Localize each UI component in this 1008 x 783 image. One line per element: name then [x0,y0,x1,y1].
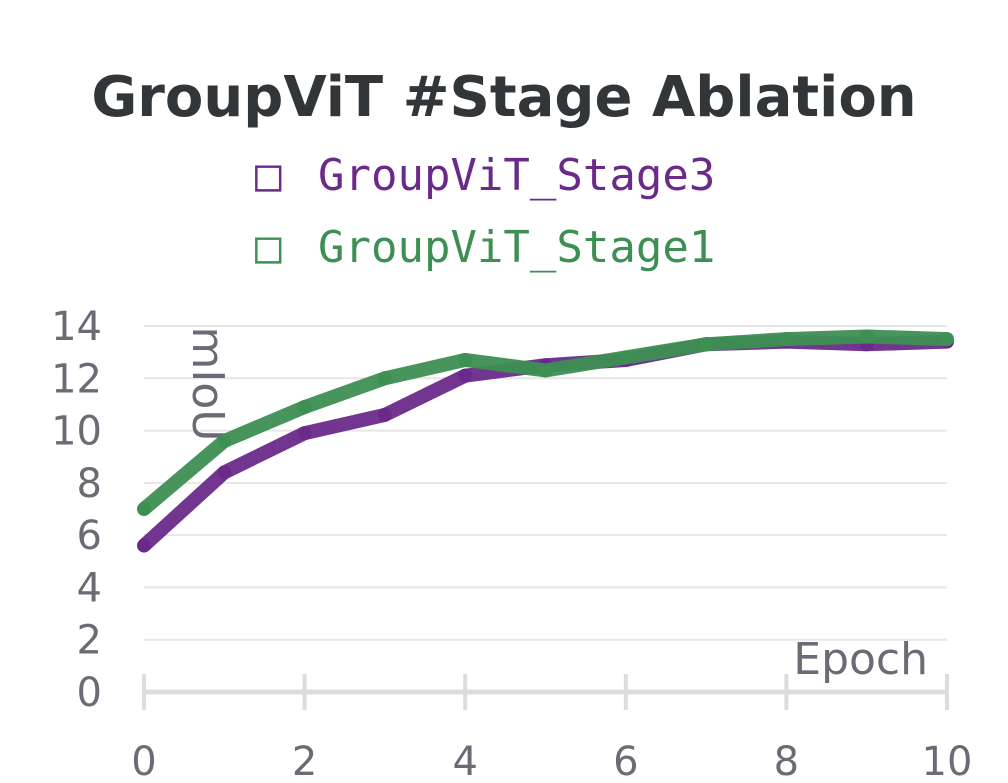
data-point [940,332,954,347]
data-point [538,363,553,378]
y-tick-label: 10 [51,409,102,455]
x-axis [142,674,949,710]
data-point [377,407,392,422]
data-point [217,465,232,480]
x-tick-label: 6 [613,739,638,783]
data-point [217,434,232,449]
x-tick-label: 2 [292,739,317,783]
series-lines [137,329,954,553]
y-tick-label: 4 [77,565,102,611]
y-tick-labels: 0 2 4 6 8 10 12 14 [51,304,102,716]
x-tick-label: 0 [131,739,156,783]
y-tick-label: 6 [77,513,102,559]
data-point [458,368,473,383]
data-point [137,502,151,516]
x-axis-label: Epoch [793,634,928,685]
data-point [859,329,874,344]
legend-marker-stage3: □ [255,150,282,201]
legend-label-stage3: GroupViT_Stage3 [318,150,715,201]
x-tick-label: 4 [452,739,477,783]
data-point [297,400,312,415]
data-point [458,352,473,367]
y-tick-label: 12 [51,356,102,402]
chart-title: GroupViT #Stage Ablation [91,65,916,130]
grid-lines [144,325,947,641]
legend-item-stage1[interactable]: □ GroupViT_Stage1 [255,222,715,273]
x-tick-label: 8 [774,739,799,783]
y-tick-label: 8 [77,461,102,507]
data-point [618,350,633,365]
data-point [137,538,151,553]
y-axis-label: mIoU [182,327,233,442]
data-point [377,371,392,386]
legend-label-stage1: GroupViT_Stage1 [318,222,715,273]
data-point [779,332,794,347]
legend: □ GroupViT_Stage3 □ GroupViT_Stage1 [255,150,715,273]
x-tick-labels: 0 2 4 6 8 10 [131,739,972,783]
y-tick-label: 0 [77,670,102,716]
data-point [297,426,312,441]
x-tick-label: 10 [922,739,973,783]
data-point [699,337,714,352]
y-tick-label: 14 [51,304,102,350]
legend-item-stage3[interactable]: □ GroupViT_Stage3 [255,150,715,201]
y-tick-label: 2 [77,618,102,664]
legend-marker-stage1: □ [255,222,282,273]
